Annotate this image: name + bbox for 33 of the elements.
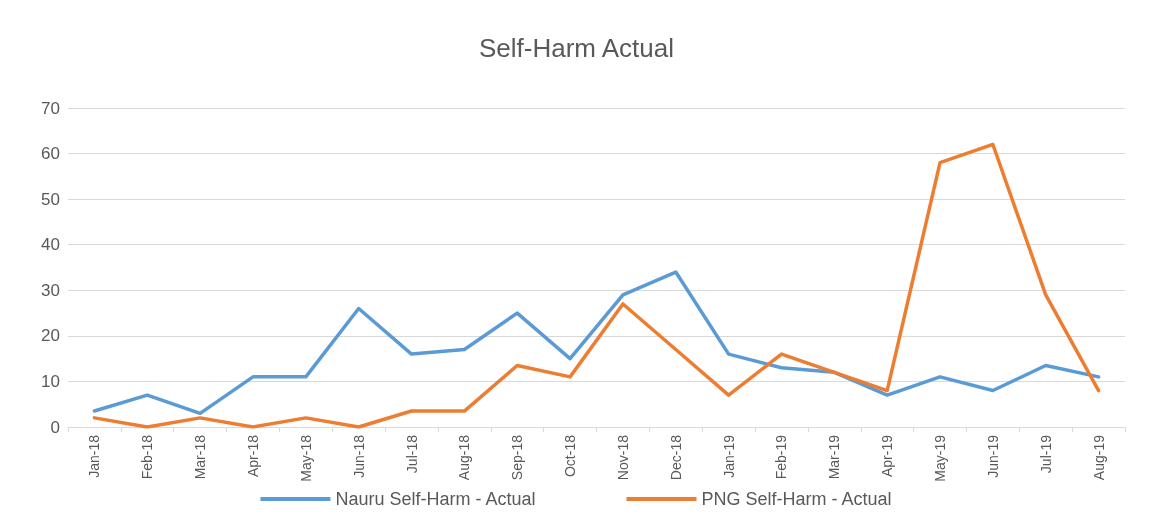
x-tick-label: Aug-19 [1090,434,1107,481]
x-tick-label: Apr-19 [879,434,896,478]
x-tick-label: Feb-19 [773,434,790,480]
x-tick-label: May-18 [297,434,314,482]
y-tick-label: 50 [41,189,60,209]
x-tick-label: Apr-18 [244,434,261,478]
y-tick-label: 60 [41,144,60,164]
line-series [92,142,1101,429]
y-tick-label: 70 [41,98,60,118]
x-tick-label: Feb-18 [139,434,156,480]
y-tick-label: 30 [41,280,60,300]
x-tick-label: Sep-18 [509,434,526,481]
y-tick-label: 40 [41,235,60,255]
x-tick-label: May-19 [932,434,949,482]
x-tick-label: Nov-18 [614,434,631,481]
x-tick-label: Oct-18 [562,434,579,478]
x-tick-label: Mar-18 [192,434,209,480]
x-tick-label: Jul-19 [1037,434,1054,474]
y-tick-label: 20 [41,326,60,346]
x-tick-label: Dec-18 [667,434,684,481]
y-tick-label: 0 [50,417,60,437]
legend-label: PNG Self-Harm - Actual [701,489,892,509]
legend-label: Nauru Self-Harm - Actual [335,489,536,509]
x-tick-label: Jan-18 [86,434,103,478]
x-tick-label: Jan-19 [720,434,737,478]
chart-title: Self-Harm Actual [478,33,675,63]
x-tick-label: Jul-18 [403,434,420,474]
x-tick-label: Mar-19 [826,434,843,480]
x-tick-label: Jun-18 [350,434,367,478]
y-tick-label: 10 [41,371,60,391]
line-series [92,270,1101,416]
x-tick-label: Jun-19 [984,434,1001,478]
x-tick-label: Aug-18 [456,434,473,481]
